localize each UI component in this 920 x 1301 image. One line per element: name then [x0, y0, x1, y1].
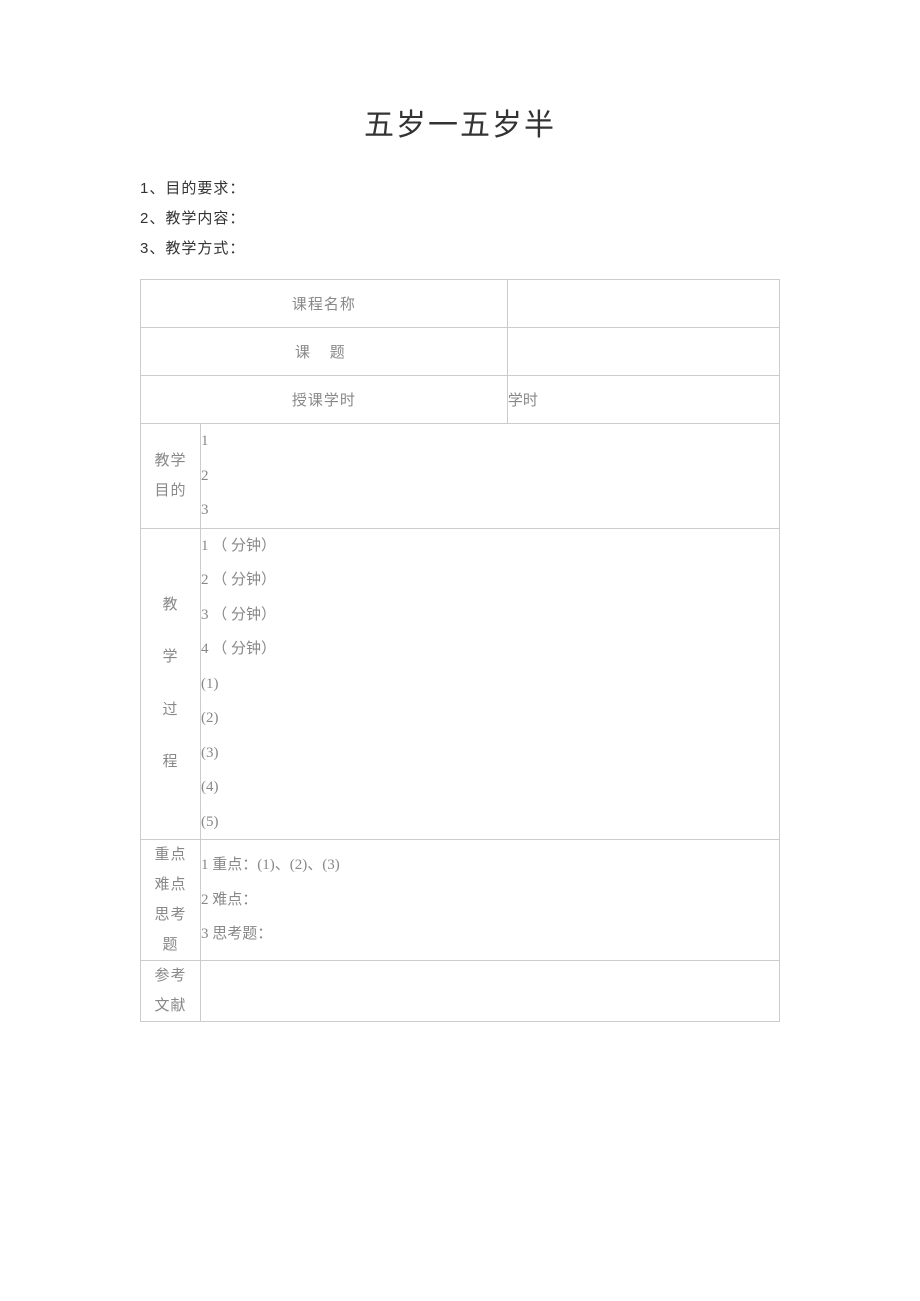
- row-course-name: 课程名称: [141, 280, 780, 328]
- process-line-4: 4 （ 分钟）: [201, 632, 779, 667]
- purpose-line-2: 2: [201, 459, 779, 494]
- intro-list: 1、目的要求： 2、教学内容： 3、教学方式：: [140, 174, 780, 264]
- label-process-c2: 学: [141, 631, 200, 684]
- row-references: 参考 文献: [141, 961, 780, 1022]
- process-line-6: (2): [201, 701, 779, 736]
- label-references-l2: 文献: [141, 991, 200, 1021]
- row-keypoints: 重点 难点 思考 题 1 重点：(1)、(2)、(3) 2 难点： 3 思考题：: [141, 840, 780, 961]
- purpose-line-1: 1: [201, 424, 779, 459]
- label-references: 参考 文献: [141, 961, 201, 1022]
- process-line-7: (3): [201, 736, 779, 771]
- intro-sep-2: 、: [149, 211, 165, 227]
- intro-item-1: 1、目的要求：: [140, 174, 780, 204]
- intro-label-1: 目的要求：: [165, 181, 245, 197]
- label-purpose-l2: 目的: [141, 476, 200, 506]
- label-process-c1: 教: [141, 579, 200, 632]
- process-line-9: (5): [201, 805, 779, 840]
- intro-sep-3: 、: [149, 241, 165, 257]
- label-process-c3: 过: [141, 684, 200, 737]
- label-process: 教 学 过 程: [141, 528, 201, 840]
- label-purpose-l1: 教学: [141, 446, 200, 476]
- process-line-8: (4): [201, 770, 779, 805]
- label-process-c4: 程: [141, 736, 200, 789]
- label-hours: 授课学时: [141, 376, 508, 424]
- row-hours: 授课学时 学时: [141, 376, 780, 424]
- value-course-name: [507, 280, 779, 328]
- label-topic: 课 题: [141, 328, 508, 376]
- value-references: [201, 961, 780, 1022]
- page-title: 五岁一五岁半: [140, 100, 780, 144]
- label-references-l1: 参考: [141, 961, 200, 991]
- intro-item-3: 3、教学方式：: [140, 234, 780, 264]
- label-keypoints-l1: 重点: [141, 840, 200, 870]
- value-purpose: 1 2 3: [201, 424, 780, 529]
- label-keypoints: 重点 难点 思考 题: [141, 840, 201, 961]
- keypoints-line-3: 3 思考题：: [201, 917, 779, 952]
- value-topic: [507, 328, 779, 376]
- process-line-1: 1 （ 分钟）: [201, 529, 779, 564]
- intro-item-2: 2、教学内容：: [140, 204, 780, 234]
- keypoints-line-2: 2 难点：: [201, 883, 779, 918]
- intro-num-2: 2: [140, 210, 149, 227]
- value-keypoints: 1 重点：(1)、(2)、(3) 2 难点： 3 思考题：: [201, 840, 780, 961]
- keypoints-line-1: 1 重点：(1)、(2)、(3): [201, 848, 779, 883]
- label-keypoints-l4: 题: [141, 930, 200, 960]
- label-purpose: 教学 目的: [141, 424, 201, 529]
- value-hours: 学时: [507, 376, 779, 424]
- row-process: 教 学 过 程 1 （ 分钟） 2 （ 分钟） 3 （ 分钟） 4 （ 分钟） …: [141, 528, 780, 840]
- label-course-name: 课程名称: [141, 280, 508, 328]
- intro-num-1: 1: [140, 180, 149, 197]
- label-keypoints-l3: 思考: [141, 900, 200, 930]
- intro-label-2: 教学内容：: [165, 211, 245, 227]
- process-line-3: 3 （ 分钟）: [201, 598, 779, 633]
- intro-num-3: 3: [140, 240, 149, 257]
- purpose-line-3: 3: [201, 493, 779, 528]
- intro-label-3: 教学方式：: [165, 241, 245, 257]
- process-line-2: 2 （ 分钟）: [201, 563, 779, 598]
- intro-sep-1: 、: [149, 181, 165, 197]
- value-process: 1 （ 分钟） 2 （ 分钟） 3 （ 分钟） 4 （ 分钟） (1) (2) …: [201, 528, 780, 840]
- row-topic: 课 题: [141, 328, 780, 376]
- label-keypoints-l2: 难点: [141, 870, 200, 900]
- row-purpose: 教学 目的 1 2 3: [141, 424, 780, 529]
- lesson-plan-table: 课程名称 课 题 授课学时 学时 教学 目的 1 2 3 教 学 过 程 1 （…: [140, 279, 780, 1022]
- process-line-5: (1): [201, 667, 779, 702]
